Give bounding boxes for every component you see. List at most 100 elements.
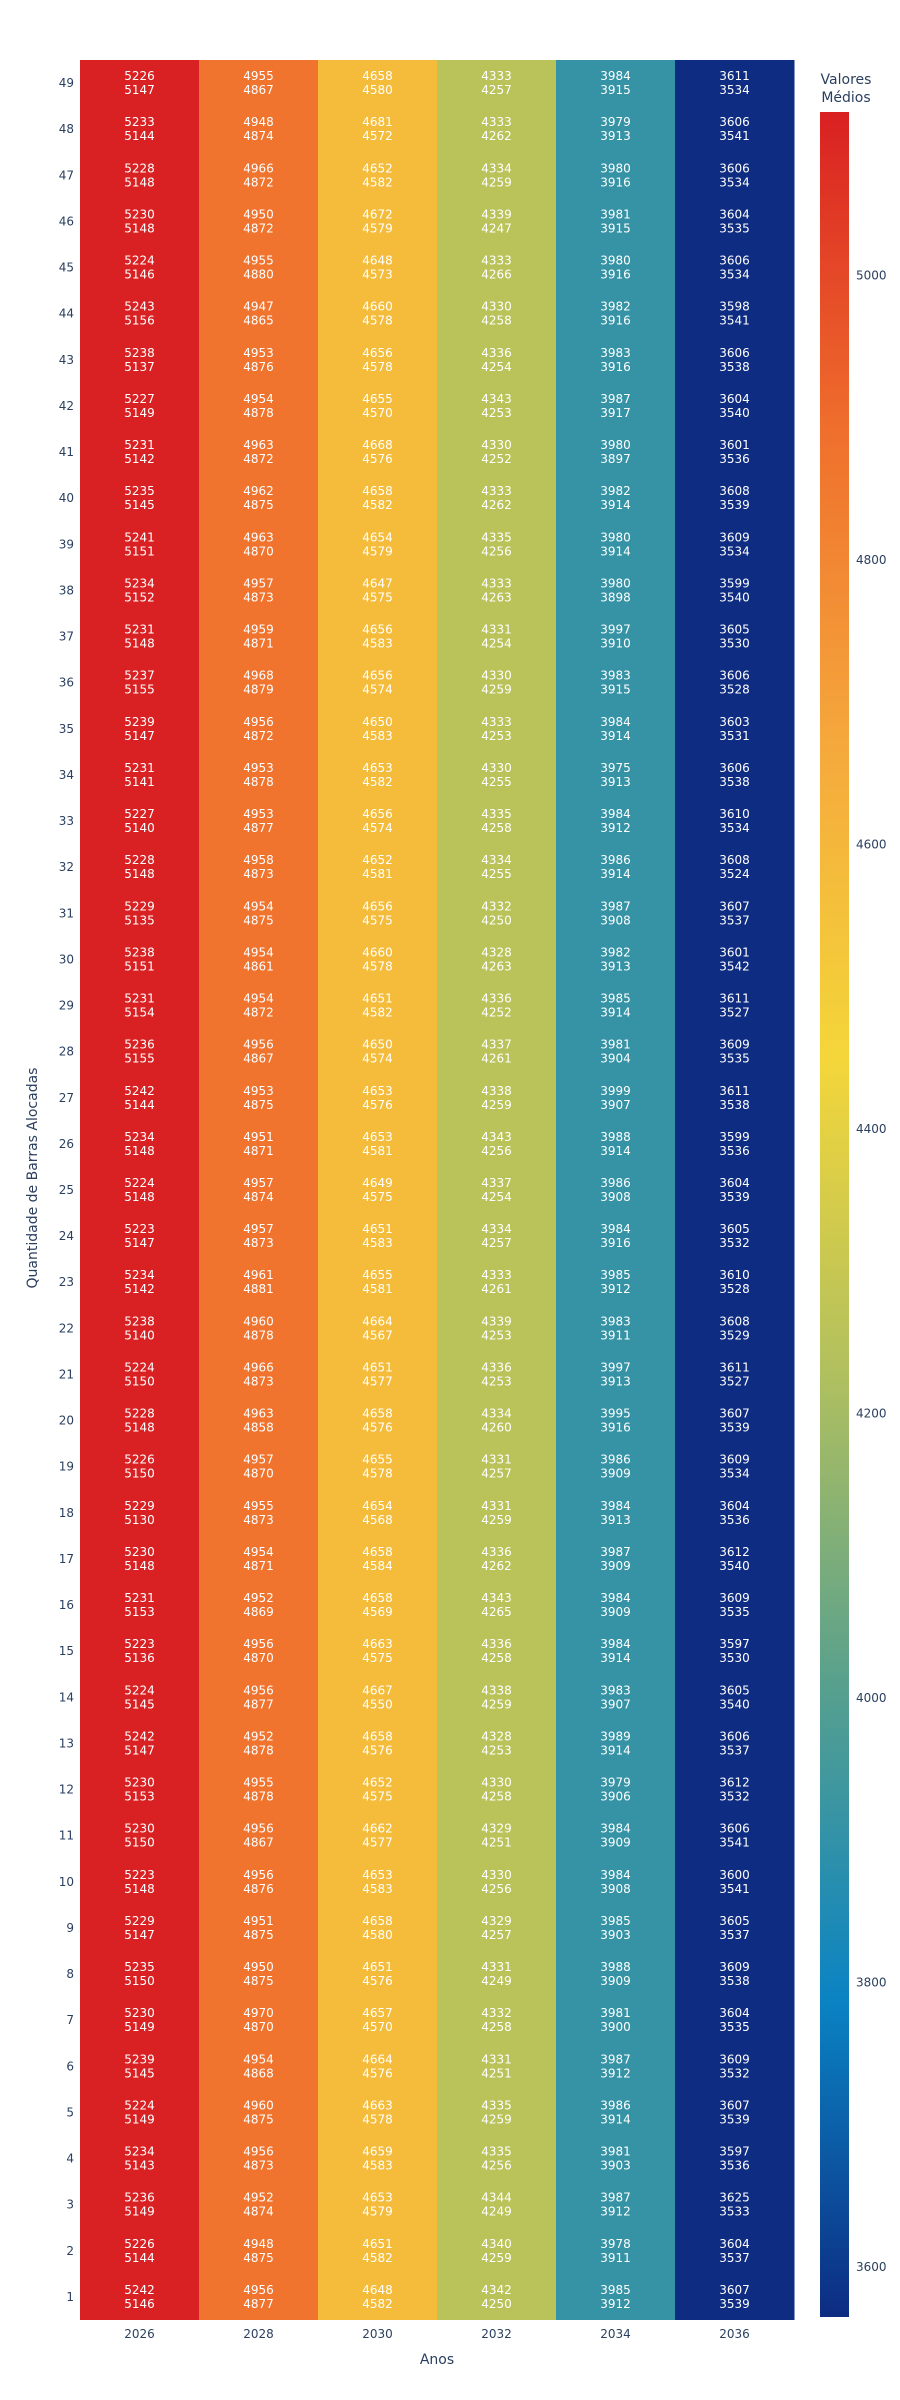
y-tick-label: 1 <box>66 2290 74 2304</box>
cell-label: 4336 4262 <box>481 1545 512 1573</box>
cell-label: 5229 5130 <box>124 1499 155 1527</box>
cell-label: 4330 4259 <box>481 669 512 697</box>
cell-label: 4336 4258 <box>481 1637 512 1665</box>
y-tick-label: 8 <box>66 1967 74 1981</box>
cell-label: 3597 3536 <box>719 2145 750 2173</box>
cell-label: 5234 5148 <box>124 1130 155 1158</box>
heatmap-column-2034 <box>556 60 676 2320</box>
colorbar-tick-label: 3600 <box>856 2260 887 2274</box>
cell-label: 4955 4873 <box>243 1499 274 1527</box>
cell-label: 4970 4870 <box>243 2006 274 2034</box>
cell-label: 4956 4877 <box>243 2283 274 2311</box>
cell-label: 3981 3904 <box>600 1038 631 1066</box>
cell-label: 5242 5147 <box>124 1729 155 1757</box>
cell-label: 4653 4579 <box>362 2191 393 2219</box>
cell-label: 4335 4259 <box>481 2098 512 2126</box>
y-tick-label: 35 <box>59 722 74 736</box>
cell-label: 4954 4878 <box>243 392 274 420</box>
cell-label: 5234 5152 <box>124 576 155 604</box>
cell-label: 5233 5144 <box>124 115 155 143</box>
cell-label: 4952 4878 <box>243 1729 274 1757</box>
cell-label: 4960 4875 <box>243 2098 274 2126</box>
cell-label: 3606 3534 <box>719 161 750 189</box>
cell-label: 4655 4578 <box>362 1453 393 1481</box>
colorbar-tick-label: 4000 <box>856 1691 887 1705</box>
y-tick-label: 23 <box>59 1275 74 1289</box>
cell-label: 4336 4252 <box>481 992 512 1020</box>
cell-label: 4966 4873 <box>243 1360 274 1388</box>
cell-label: 4658 4584 <box>362 1545 393 1573</box>
cell-label: 3612 3540 <box>719 1545 750 1573</box>
cell-label: 4950 4872 <box>243 207 274 235</box>
cell-label: 4659 4583 <box>362 2145 393 2173</box>
cell-label: 3981 3903 <box>600 2145 631 2173</box>
cell-label: 5224 5150 <box>124 1360 155 1388</box>
y-tick-label: 21 <box>59 1367 74 1381</box>
cell-label: 3598 3541 <box>719 300 750 328</box>
cell-label: 3606 3534 <box>719 254 750 282</box>
cell-label: 3985 3914 <box>600 992 631 1020</box>
cell-label: 4332 4258 <box>481 2006 512 2034</box>
cell-label: 5236 5155 <box>124 1038 155 1066</box>
cell-label: 4658 4580 <box>362 1914 393 1942</box>
colorbar-title-line-1: Valores <box>821 72 872 88</box>
y-tick-label: 32 <box>59 860 74 874</box>
colorbar-title-line-2: Médios <box>821 90 870 106</box>
cell-label: 4672 4579 <box>362 207 393 235</box>
y-tick-label: 41 <box>59 445 74 459</box>
cell-label: 4336 4254 <box>481 346 512 374</box>
y-tick-label: 4 <box>66 2152 74 2166</box>
cell-label: 3975 3913 <box>600 761 631 789</box>
cell-label: 4655 4581 <box>362 1268 393 1296</box>
cell-label: 4951 4875 <box>243 1914 274 1942</box>
cell-label: 4956 4873 <box>243 2145 274 2173</box>
cell-label: 5231 5154 <box>124 992 155 1020</box>
cell-label: 4331 4259 <box>481 1499 512 1527</box>
y-tick-label: 13 <box>59 1736 74 1750</box>
cell-label: 4956 4872 <box>243 715 274 743</box>
cell-label: 5231 5148 <box>124 623 155 651</box>
y-tick-label: 14 <box>59 1690 74 1704</box>
cell-label: 5242 5144 <box>124 1084 155 1112</box>
cell-label: 5226 5147 <box>124 69 155 97</box>
cell-label: 5231 5153 <box>124 1591 155 1619</box>
cell-label: 4331 4254 <box>481 623 512 651</box>
cell-label: 5236 5149 <box>124 2191 155 2219</box>
cell-label: 4952 4874 <box>243 2191 274 2219</box>
cell-label: 4957 4873 <box>243 576 274 604</box>
cell-label: 5237 5155 <box>124 669 155 697</box>
cell-label: 4651 4582 <box>362 2237 393 2265</box>
cell-label: 4330 4258 <box>481 300 512 328</box>
cell-label: 4654 4579 <box>362 530 393 558</box>
cell-label: 5239 5145 <box>124 2052 155 2080</box>
cell-label: 5235 5145 <box>124 484 155 512</box>
cell-label: 4658 4580 <box>362 69 393 97</box>
cell-label: 3606 3541 <box>719 1822 750 1850</box>
cell-label: 4653 4583 <box>362 1868 393 1896</box>
y-tick-label: 31 <box>59 906 74 920</box>
cell-label: 4956 4876 <box>243 1868 274 1896</box>
cell-label: 4658 4582 <box>362 484 393 512</box>
cell-label: 4953 4876 <box>243 346 274 374</box>
cell-label: 4340 4259 <box>481 2237 512 2265</box>
cell-label: 5230 5149 <box>124 2006 155 2034</box>
cell-label: 4655 4570 <box>362 392 393 420</box>
cell-label: 5229 5147 <box>124 1914 155 1942</box>
cell-label: 5242 5146 <box>124 2283 155 2311</box>
cell-label: 3980 3914 <box>600 530 631 558</box>
cell-label: 3986 3908 <box>600 1176 631 1204</box>
cell-label: 4331 4249 <box>481 1960 512 1988</box>
cell-label: 3610 3528 <box>719 1268 750 1296</box>
cell-label: 3609 3532 <box>719 2052 750 2080</box>
cell-label: 4954 4871 <box>243 1545 274 1573</box>
y-tick-label: 29 <box>59 999 74 1013</box>
cell-label: 4331 4251 <box>481 2052 512 2080</box>
cell-label: 3597 3530 <box>719 1637 750 1665</box>
cell-label: 3599 3540 <box>719 576 750 604</box>
heatmap-column-2030 <box>318 60 438 2320</box>
heatmap-column-2036 <box>675 60 795 2320</box>
colorbar-tick-label: 5000 <box>856 269 887 283</box>
cell-label: 5224 5148 <box>124 1176 155 1204</box>
cell-label: 3604 3536 <box>719 1499 750 1527</box>
x-tick-label: 2036 <box>719 2327 750 2341</box>
